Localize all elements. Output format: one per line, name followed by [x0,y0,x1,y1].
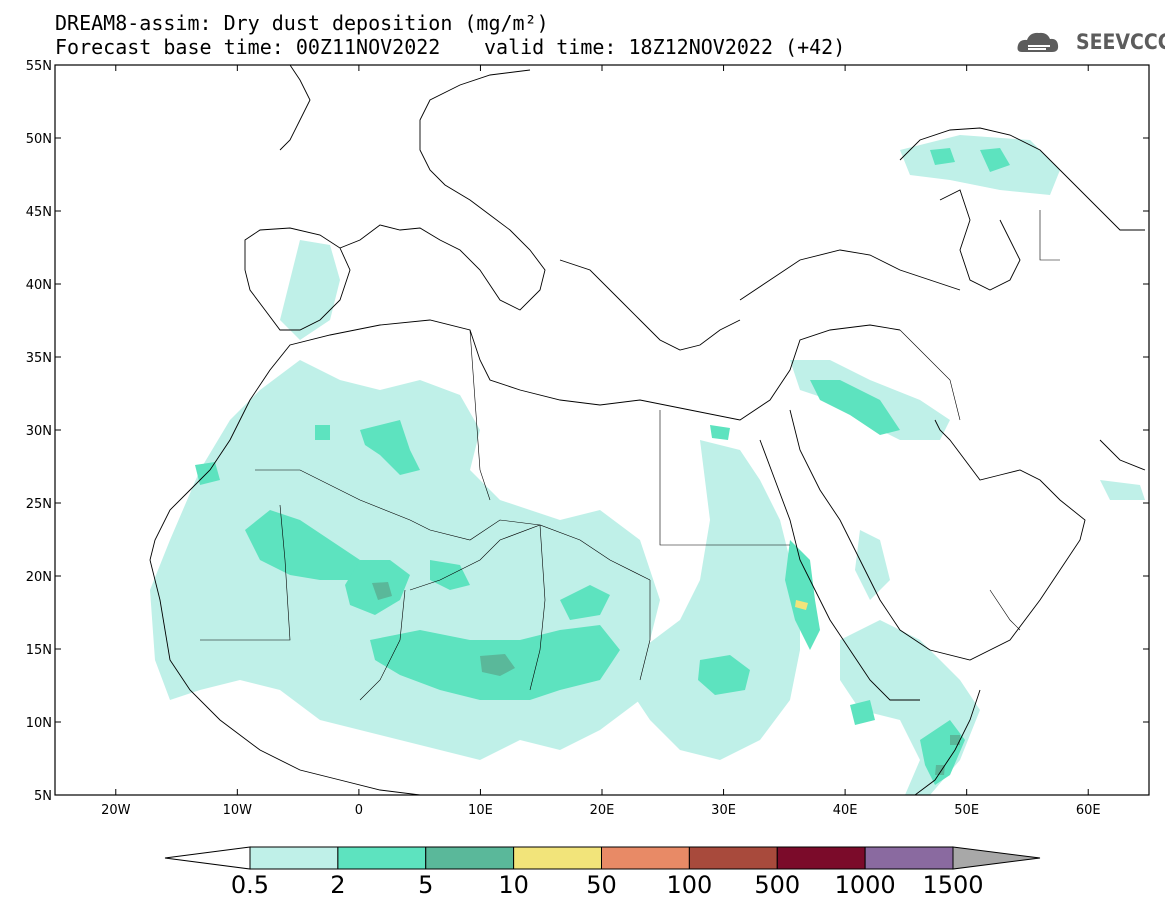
colorbar-box [425,846,515,870]
map-title: DREAM8-assim: Dry dust deposition (mg/m²… [55,11,549,35]
valid-time: valid time: 18Z12NOV2022 (+42) [484,35,846,59]
shading-level-5 [372,582,960,775]
colorbar: 0.5 2 5 10 50 100 500 1000 1500 [164,846,1041,899]
lat-tick-label: 5N [34,789,52,804]
colorbar-box [776,846,866,870]
colorbar-over-triangle [952,846,1041,870]
colorbar-level-label: 1000 [835,871,896,899]
colorbar-box [513,846,602,870]
lat-tick-label: 10N [26,716,52,731]
colorbar-box [601,846,690,870]
longitude-axis: 20W 10W 0 10E 20E 30E 40E 50E 60E [101,65,1101,818]
lat-tick-label: 30N [26,424,52,439]
colorbar-level-label: 100 [666,871,712,899]
colorbar-level-label: 0.5 [231,871,269,899]
lat-tick-label: 25N [26,497,52,512]
colorbar-box [864,846,954,870]
latitude-axis: 55N 50N 45N 40N 35N 30N 25N 20N 15N 10N 5N [26,59,1149,804]
deposition-shading [150,135,1145,795]
lat-tick-label: 20N [26,570,52,585]
lon-tick-label: 0 [355,803,363,818]
shading-level-10 [795,600,808,610]
lat-tick-label: 55N [26,59,52,74]
lon-tick-label: 10W [223,803,253,818]
colorbar-level-label: 50 [586,871,617,899]
colorbar-box [337,846,427,870]
lat-tick-label: 45N [26,205,52,220]
colorbar-level-label: 5 [418,871,433,899]
lat-tick-label: 15N [26,643,52,658]
lon-tick-label: 20W [101,803,131,818]
colorbar-level-label: 2 [330,871,345,899]
coastlines [149,65,1146,795]
lon-tick-label: 10E [468,803,493,818]
lon-tick-label: 60E [1076,803,1101,818]
lon-tick-label: 30E [711,803,736,818]
cloud-icon [1017,32,1059,52]
colorbar-box [688,846,778,870]
forecast-base-time: Forecast base time: 00Z11NOV2022 [55,35,441,59]
colorbar-under-triangle [164,846,251,870]
lat-tick-label: 35N [26,351,52,366]
lon-tick-label: 50E [954,803,979,818]
seevccc-logo-text: SEEVCCC [1076,30,1165,54]
colorbar-level-label: 500 [754,871,800,899]
shading-level-2 [195,148,1010,785]
lon-tick-label: 20E [590,803,615,818]
colorbar-box [249,846,339,870]
lat-tick-label: 50N [26,132,52,147]
colorbar-level-label: 10 [498,871,529,899]
shading-level-0_5 [150,135,1145,795]
country-borders [200,210,1060,701]
lon-tick-label: 40E [833,803,858,818]
lat-tick-label: 40N [26,278,52,293]
colorbar-level-label: 1500 [922,871,983,899]
